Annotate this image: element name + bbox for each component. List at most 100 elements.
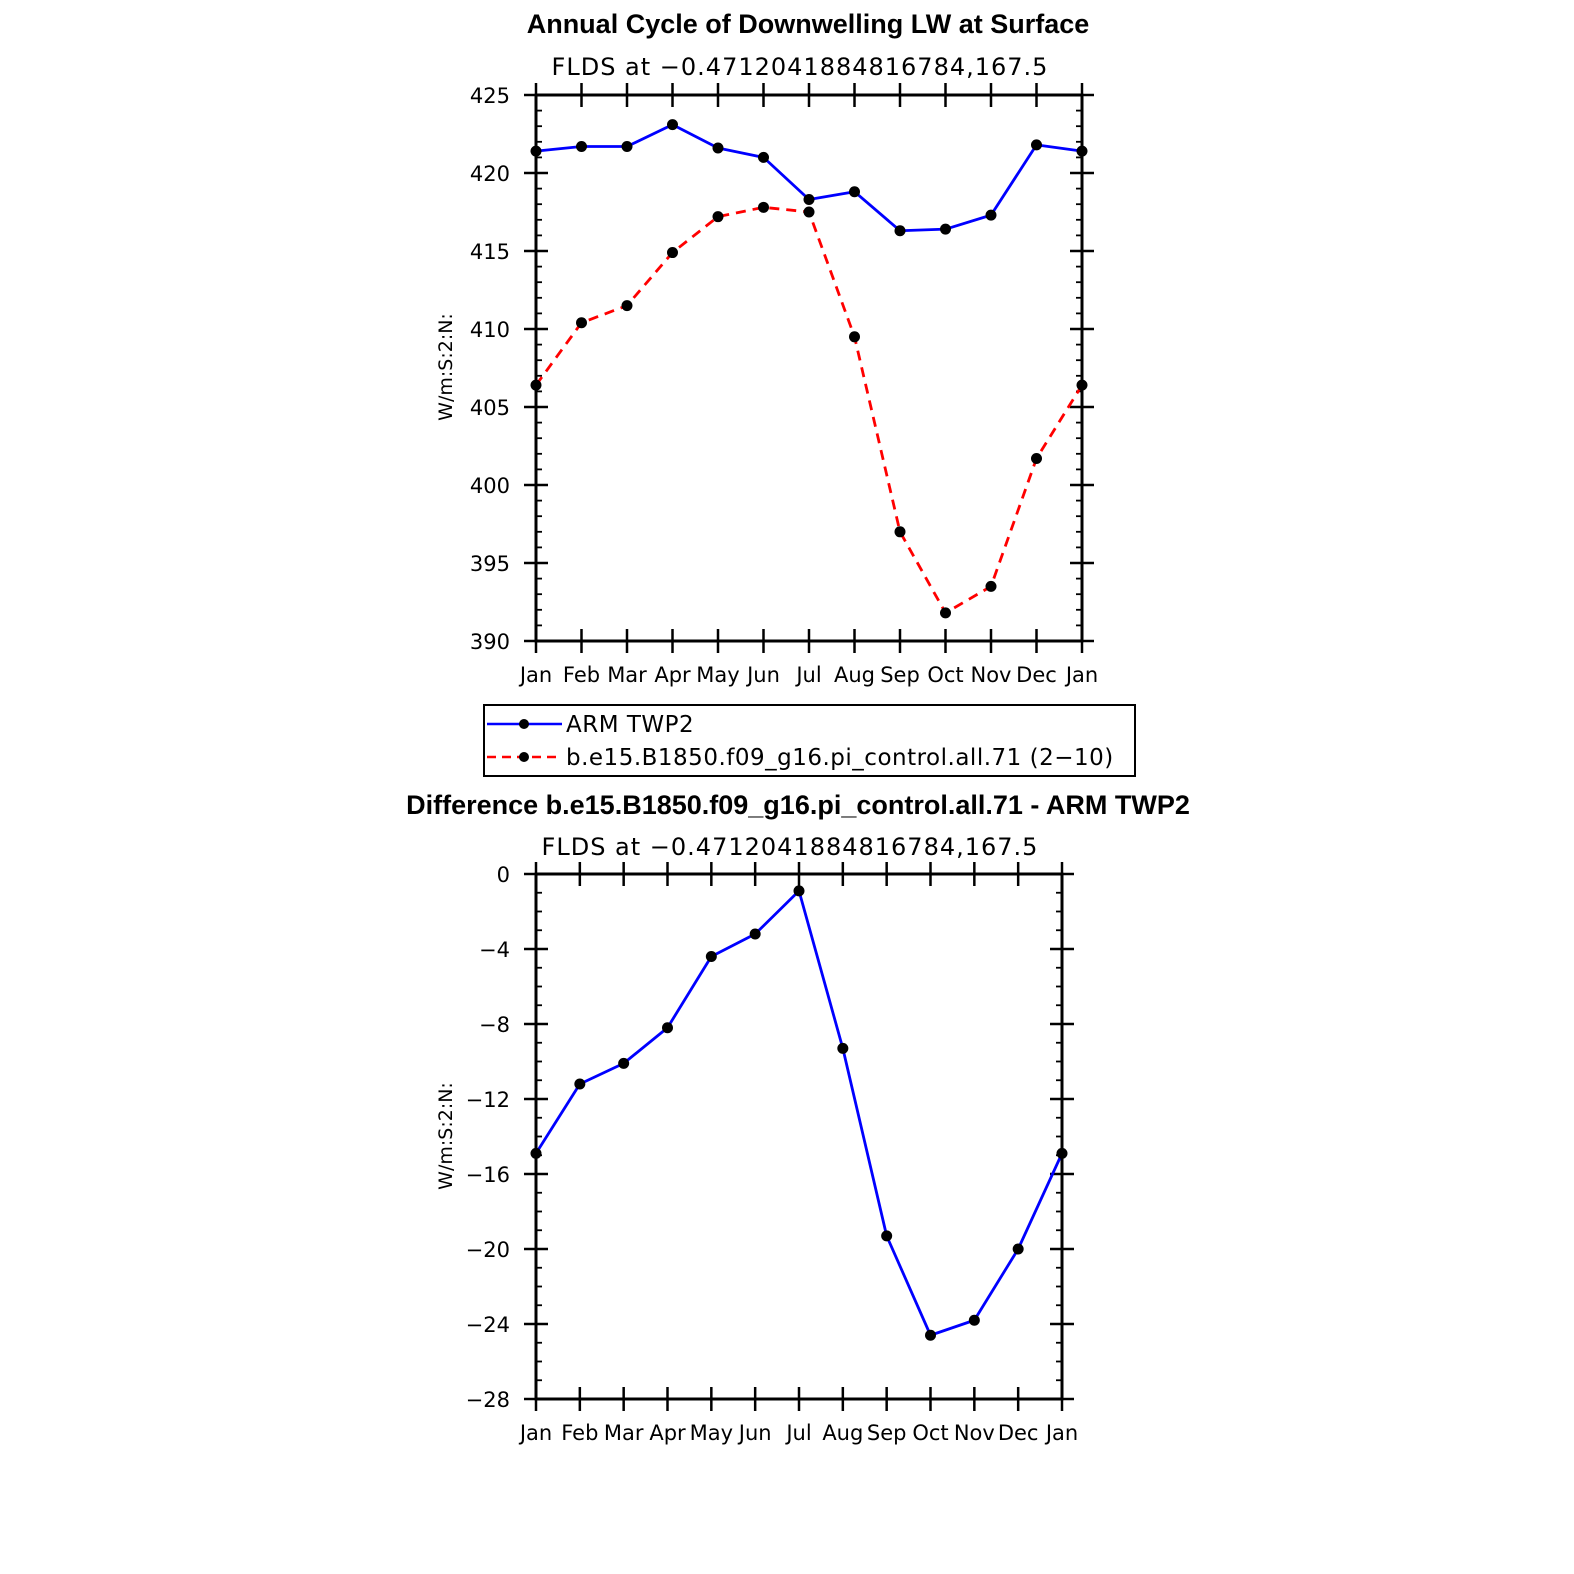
top-series-group [530, 119, 1088, 619]
bottom-series-0-point [837, 1042, 849, 1054]
y-tick-label: −28 [466, 1388, 510, 1412]
y-tick-label: −16 [466, 1163, 510, 1187]
bottom-tick-labels: Jan Feb Mar Apr May Jun Jul Aug Sep Oct Nov Dec Jan−… [466, 863, 1079, 1445]
y-tick-label: 415 [470, 240, 510, 264]
y-tick-label: 420 [470, 162, 510, 186]
legend-box [483, 704, 1136, 777]
top-series-0-point [758, 151, 769, 163]
x-tick-label: Jan [1044, 1421, 1078, 1445]
difference-panel: Difference b.e15.B1850.f09_g16.pi_contro… [406, 790, 1190, 1445]
x-tick-label: Jun [745, 663, 780, 687]
top-series-0-point [621, 140, 633, 152]
annual-cycle-panel: Annual Cycle of Downwelling LW at Surfac… [435, 9, 1098, 687]
top-series-1-point [576, 317, 587, 329]
top-y-axis-label: W/m:S:2:N: [435, 313, 457, 421]
y-tick-label: 390 [470, 630, 510, 654]
bottom-series-0-point [881, 1230, 893, 1242]
y-tick-label: 425 [470, 84, 510, 108]
legend-label-model: b.e15.B1850.f09_g16.pi_control.all.71 (2… [566, 745, 1114, 771]
top-series-1-point [758, 201, 769, 213]
x-tick-label: May [696, 663, 739, 687]
x-tick-label: Nov [971, 663, 1012, 687]
y-tick-label: 405 [470, 396, 510, 420]
legend: ARM TWP2 b.e15.B1850.f09_g16.pi_control.… [483, 704, 1136, 777]
y-tick-label: 0 [497, 863, 510, 887]
x-tick-label: Nov [954, 1421, 995, 1445]
top-series-0-point [667, 119, 678, 131]
bottom-series-0-point [925, 1329, 936, 1341]
x-tick-label: Jan [1064, 663, 1098, 687]
bottom-chart-title: Difference b.e15.B1850.f09_g16.pi_contro… [406, 790, 1190, 820]
x-tick-label: Jul [794, 663, 821, 687]
bottom-series-0-point [749, 928, 761, 940]
top-series-0-point [1031, 139, 1042, 151]
x-tick-label: Feb [561, 1421, 598, 1445]
top-series-1-point [940, 607, 951, 619]
legend-label-arm-twp2: ARM TWP2 [566, 712, 694, 738]
bottom-series-line-0 [534, 889, 1064, 1337]
x-tick-label: Sep [880, 663, 920, 687]
bottom-series-0-point [574, 1078, 586, 1090]
top-series-0-point [576, 140, 587, 152]
bottom-series-0-point [618, 1057, 630, 1069]
x-tick-label: Jan [518, 663, 552, 687]
x-tick-label: Jul [784, 1421, 811, 1445]
bottom-series-0-point [793, 885, 805, 897]
top-series-1-point [803, 206, 815, 218]
bottom-series-0-point [662, 1022, 673, 1034]
top-chart-subtitle: FLDS at −0.4712041884816784,167.5 [552, 53, 1049, 81]
top-series-1-point [894, 526, 906, 538]
y-tick-label: −8 [479, 1013, 510, 1037]
legend-marker-model [519, 752, 529, 762]
legend-marker-arm-twp2 [519, 719, 529, 729]
top-series-1-point [667, 247, 678, 259]
bottom-series-0-point [705, 951, 717, 962]
x-tick-label: Aug [822, 1421, 863, 1445]
top-axis-ticks [524, 83, 1094, 653]
top-series-0-point [940, 223, 951, 235]
x-tick-label: Mar [607, 663, 647, 687]
legend-entry-arm-twp2: ARM TWP2 [487, 712, 694, 738]
x-tick-label: May [690, 1421, 733, 1445]
x-tick-label: Mar [604, 1421, 644, 1445]
y-tick-label: 395 [470, 552, 510, 576]
top-tick-labels: Jan Feb Mar Apr May Jun Jul Aug Sep Oct Nov Dec Jan 3… [470, 84, 1098, 687]
y-tick-label: −20 [466, 1238, 510, 1262]
x-tick-label: Dec [998, 1421, 1039, 1445]
bottom-axis-ticks [524, 862, 1074, 1411]
x-tick-label: Apr [649, 1421, 686, 1445]
bottom-chart-subtitle: FLDS at −0.4712041884816784,167.5 [542, 833, 1039, 861]
top-series-1-point [712, 211, 724, 223]
top-series-0-point [985, 209, 997, 221]
x-tick-label: Apr [654, 663, 691, 687]
y-tick-label: 400 [470, 474, 510, 498]
bottom-series-group [530, 885, 1068, 1341]
x-tick-label: Oct [927, 663, 963, 687]
bottom-series-0-point [968, 1314, 980, 1326]
y-tick-label: 410 [470, 318, 510, 342]
y-tick-label: −4 [479, 938, 510, 962]
bottom-series-0-point [1012, 1243, 1024, 1255]
top-series-line-1 [534, 205, 1084, 615]
top-series-0-point [712, 142, 724, 154]
bottom-plot-frame [534, 872, 1064, 1401]
top-plot-frame [534, 93, 1084, 643]
legend-entry-model: b.e15.B1850.f09_g16.pi_control.all.71 (2… [487, 745, 1114, 771]
x-tick-label: Feb [563, 663, 600, 687]
x-tick-label: Aug [834, 663, 875, 687]
top-series-0-point [803, 194, 815, 206]
x-tick-label: Jan [518, 1421, 552, 1445]
x-tick-label: Oct [912, 1421, 948, 1445]
x-tick-label: Jun [737, 1421, 772, 1445]
top-series-0-point [849, 186, 860, 198]
y-tick-label: −24 [466, 1313, 510, 1337]
top-series-1-point [621, 300, 633, 312]
top-series-0-point [894, 225, 906, 237]
top-series-1-point [985, 580, 997, 592]
top-chart-title: Annual Cycle of Downwelling LW at Surfac… [527, 9, 1090, 39]
x-tick-label: Sep [867, 1421, 907, 1445]
x-tick-label: Dec [1016, 663, 1057, 687]
top-series-1-point [1031, 452, 1042, 464]
bottom-y-axis-label: W/m:S:2:N: [435, 1082, 457, 1190]
